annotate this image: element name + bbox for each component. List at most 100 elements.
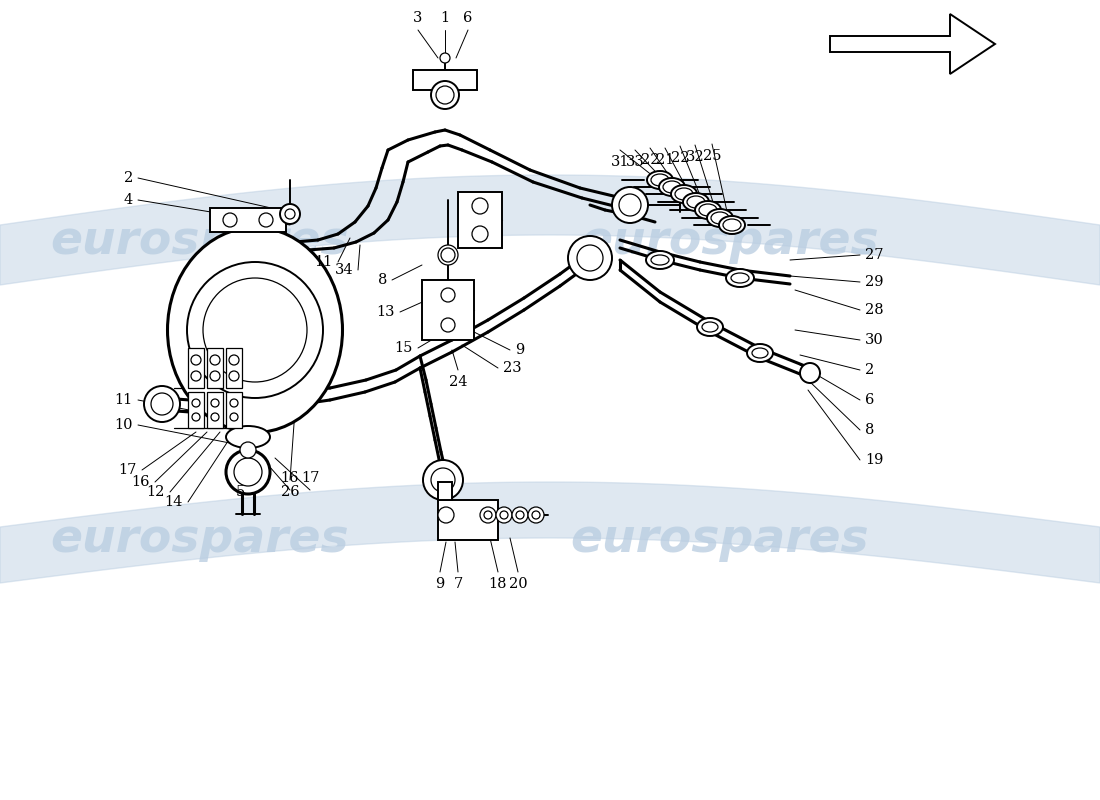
Text: 32: 32 (685, 150, 704, 164)
Ellipse shape (659, 178, 685, 196)
Text: 10: 10 (114, 418, 133, 432)
Ellipse shape (675, 188, 693, 200)
Circle shape (532, 511, 540, 519)
Text: 7: 7 (453, 577, 463, 591)
Circle shape (619, 194, 641, 216)
Circle shape (144, 386, 180, 422)
Text: eurospares: eurospares (581, 219, 879, 265)
Circle shape (568, 236, 612, 280)
Circle shape (192, 399, 200, 407)
Ellipse shape (723, 219, 741, 231)
Ellipse shape (698, 204, 717, 216)
Circle shape (210, 371, 220, 381)
Circle shape (800, 363, 820, 383)
Ellipse shape (719, 216, 745, 234)
Text: 17: 17 (300, 471, 319, 485)
Circle shape (151, 393, 173, 415)
Circle shape (424, 460, 463, 500)
Text: 8: 8 (377, 273, 387, 287)
Text: 11: 11 (114, 393, 133, 407)
Circle shape (204, 278, 307, 382)
Circle shape (441, 248, 455, 262)
Ellipse shape (671, 185, 697, 203)
Text: 20: 20 (508, 577, 527, 591)
Text: 34: 34 (334, 263, 353, 277)
Text: 2: 2 (865, 363, 874, 377)
Bar (207, 392, 223, 428)
Text: 25: 25 (703, 149, 722, 163)
Text: 15: 15 (395, 341, 412, 355)
Text: 18: 18 (488, 577, 507, 591)
Circle shape (234, 458, 262, 486)
Circle shape (280, 204, 300, 224)
Text: 12: 12 (146, 485, 165, 499)
Bar (422, 280, 474, 340)
Ellipse shape (695, 201, 721, 219)
Text: 24: 24 (449, 375, 468, 389)
Text: 30: 30 (865, 333, 883, 347)
Text: 26: 26 (280, 485, 299, 499)
Ellipse shape (726, 269, 754, 287)
Text: 33: 33 (626, 155, 645, 169)
Polygon shape (438, 482, 452, 500)
Text: 22: 22 (640, 153, 659, 167)
Text: 11: 11 (315, 255, 333, 269)
Ellipse shape (752, 348, 768, 358)
Text: 6: 6 (865, 393, 874, 407)
Circle shape (192, 413, 200, 421)
Text: 16: 16 (280, 471, 299, 485)
Circle shape (441, 318, 455, 332)
Circle shape (516, 511, 524, 519)
Circle shape (496, 507, 512, 523)
Text: 8: 8 (865, 423, 874, 437)
Text: eurospares: eurospares (51, 219, 350, 265)
Ellipse shape (651, 255, 669, 265)
Text: 14: 14 (165, 495, 183, 509)
Text: 2: 2 (123, 171, 133, 185)
Ellipse shape (747, 344, 773, 362)
Circle shape (431, 81, 459, 109)
Text: 13: 13 (376, 305, 395, 319)
Circle shape (191, 371, 201, 381)
Text: 23: 23 (503, 361, 521, 375)
Ellipse shape (226, 426, 270, 448)
Circle shape (258, 213, 273, 227)
Circle shape (500, 511, 508, 519)
Text: 6: 6 (463, 11, 473, 25)
Circle shape (230, 399, 238, 407)
Bar (207, 348, 223, 388)
Ellipse shape (167, 227, 342, 433)
Circle shape (512, 507, 528, 523)
Circle shape (436, 86, 454, 104)
Ellipse shape (697, 318, 723, 336)
Bar (458, 192, 502, 248)
Ellipse shape (732, 273, 749, 283)
Text: 16: 16 (132, 475, 150, 489)
Bar (438, 500, 498, 540)
Circle shape (484, 511, 492, 519)
Ellipse shape (711, 212, 729, 224)
Circle shape (187, 262, 323, 398)
Text: 22: 22 (671, 151, 690, 165)
Circle shape (230, 413, 238, 421)
Text: 17: 17 (119, 463, 138, 477)
Ellipse shape (702, 322, 718, 332)
Ellipse shape (688, 196, 705, 208)
Text: 27: 27 (865, 248, 883, 262)
Ellipse shape (707, 209, 733, 227)
Text: 9: 9 (515, 343, 525, 357)
Circle shape (191, 355, 201, 365)
Bar (226, 392, 242, 428)
Ellipse shape (647, 171, 673, 189)
Circle shape (229, 355, 239, 365)
Circle shape (210, 355, 220, 365)
Text: 28: 28 (865, 303, 883, 317)
Circle shape (528, 507, 544, 523)
Circle shape (285, 209, 295, 219)
Text: 31: 31 (610, 155, 629, 169)
Ellipse shape (683, 193, 710, 211)
Circle shape (438, 507, 454, 523)
Bar (412, 70, 477, 90)
Ellipse shape (663, 181, 681, 193)
Text: 3: 3 (414, 11, 422, 25)
